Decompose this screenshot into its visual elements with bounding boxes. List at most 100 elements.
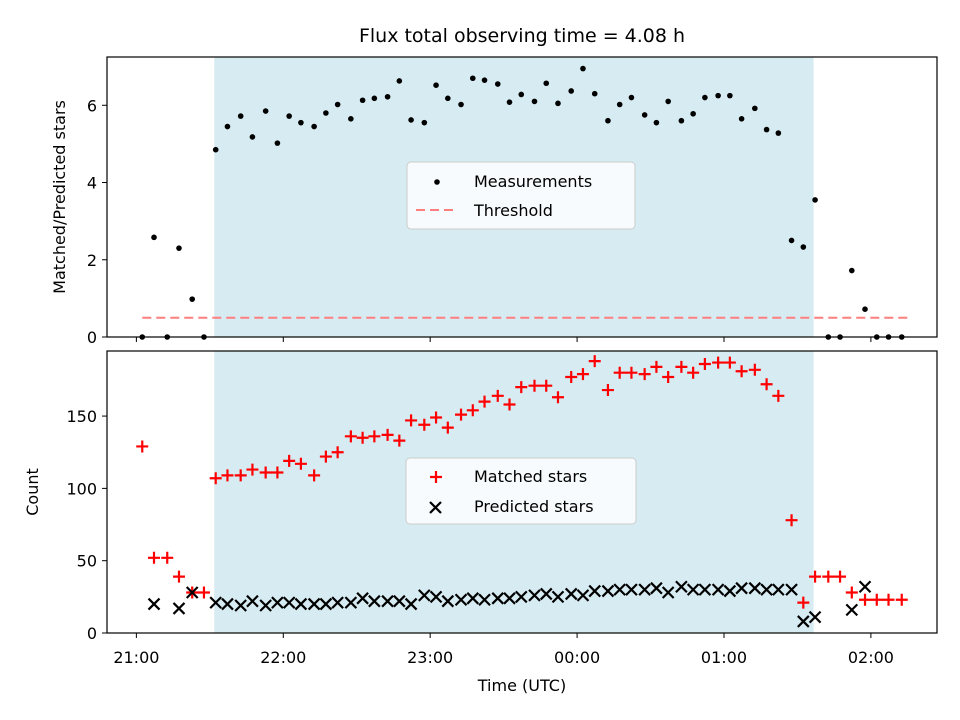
- matched-star-point: [735, 365, 748, 378]
- chart-title: Flux total observing time = 4.08 h: [359, 25, 685, 47]
- bottom-x-tick-label: 22:00: [260, 648, 306, 667]
- bottom-x-tick-label: 23:00: [407, 648, 453, 667]
- measurement-point: [249, 134, 256, 140]
- measurement-point: [334, 101, 341, 108]
- measurement-point: [752, 105, 758, 112]
- predicted-star-point: [172, 602, 186, 615]
- matched-star-point: [650, 360, 663, 373]
- top-y-axis-label: Matched/Predicted stars: [50, 100, 69, 294]
- measurement-point: [371, 95, 378, 102]
- measurement-point: [702, 94, 708, 101]
- measurement-point: [384, 93, 391, 100]
- measurement-point: [848, 267, 855, 274]
- matched-star-point: [809, 570, 822, 583]
- predicted-star-point: [735, 581, 748, 595]
- predicted-star-point: [356, 592, 369, 605]
- measurement-point: [616, 101, 623, 108]
- measurement-point: [348, 115, 354, 122]
- top-panel: 0 2 4 6 Matched/Predicted stars Measurement…: [50, 56, 938, 347]
- bottom-y-tick-label: 100: [66, 479, 97, 498]
- measurement-point: [506, 99, 513, 105]
- bottom-x-tick-label: 21:00: [113, 648, 159, 667]
- predicted-star-point: [221, 597, 234, 611]
- measurement-point: [237, 113, 244, 119]
- measurement-point: [458, 101, 464, 108]
- bottom-legend-box: [405, 457, 637, 525]
- predicted-star-point: [845, 603, 859, 617]
- matched-star-point: [675, 360, 688, 373]
- predicted-star-point: [551, 590, 565, 604]
- bottom-y-tick-label: 50: [77, 552, 97, 571]
- measurement-point: [580, 65, 586, 72]
- matched-star-point: [797, 596, 810, 609]
- matched-star-point: [576, 368, 589, 381]
- predicted-star-point: [393, 594, 406, 608]
- predicted-star-point: [638, 583, 651, 596]
- measurement-point: [568, 88, 575, 94]
- measurement-point: [641, 112, 648, 118]
- bottom-y-tick-label: 150: [66, 407, 97, 426]
- matched-star-point: [418, 418, 431, 431]
- predicted-star-point: [808, 610, 822, 624]
- top-legend-box: [406, 161, 636, 230]
- matched-star-point: [565, 371, 578, 384]
- matched-star-point: [197, 586, 210, 599]
- legend-predicted-label: Predicted stars: [474, 497, 594, 516]
- predicted-star-point: [528, 589, 541, 602]
- predicted-star-point: [625, 583, 638, 596]
- predicted-star-point: [797, 615, 810, 628]
- measurement-point: [224, 123, 231, 130]
- measurement-point: [396, 78, 403, 84]
- measurement-point: [408, 117, 414, 123]
- predicted-star-point: [576, 589, 590, 602]
- matched-star-point: [760, 378, 773, 391]
- measurement-point: [543, 80, 550, 87]
- matched-star-point: [368, 430, 381, 443]
- matched-star-point: [785, 514, 798, 527]
- matched-star-point: [845, 586, 858, 599]
- predicted-star-point: [613, 583, 626, 596]
- matched-star-point: [246, 463, 259, 476]
- predicted-star-point: [686, 583, 700, 596]
- measurement-point: [274, 140, 281, 146]
- predicted-star-point: [246, 594, 259, 608]
- measurement-point: [763, 126, 770, 133]
- bottom-plot-frame: [106, 350, 938, 634]
- measurement-point: [775, 130, 782, 136]
- bottom-x-tick-label: 02:00: [848, 648, 894, 667]
- measurement-point: [311, 123, 317, 130]
- top-x-axis-ticks: [135, 337, 872, 342]
- predicted-stars-points: [147, 580, 872, 628]
- predicted-star-point: [466, 592, 480, 605]
- matched-star-point: [161, 551, 174, 564]
- predicted-star-point: [785, 583, 798, 596]
- predicted-star-point: [491, 592, 505, 605]
- predicted-star-point: [650, 581, 663, 595]
- measurement-point: [176, 245, 182, 251]
- predicted-star-point: [381, 594, 394, 608]
- predicted-star-point: [539, 587, 553, 601]
- matched-star-point: [822, 570, 835, 583]
- matched-star-point: [283, 454, 296, 467]
- predicted-star-point: [209, 596, 222, 609]
- predicted-star-point: [368, 594, 381, 608]
- predicted-star-point: [307, 597, 321, 611]
- predicted-star-point: [711, 583, 725, 596]
- predicted-star-point: [760, 583, 773, 596]
- matched-star-point: [148, 551, 161, 564]
- predicted-star-point: [319, 597, 333, 611]
- matched-star-point: [625, 366, 638, 379]
- matched-star-point: [834, 570, 847, 583]
- matched-star-point: [491, 389, 504, 402]
- matched-star-point: [344, 430, 357, 443]
- predicted-star-point: [234, 599, 247, 612]
- predicted-star-point: [418, 589, 431, 602]
- bottom-y-tick-label: 0: [87, 624, 97, 643]
- matched-star-point: [466, 404, 479, 417]
- predicted-star-point: [147, 597, 161, 611]
- matched-star-point: [772, 389, 785, 402]
- matched-star-point: [221, 469, 234, 482]
- predicted-star-point: [564, 587, 578, 601]
- predicted-star-point: [723, 584, 737, 598]
- measurement-point: [812, 197, 818, 203]
